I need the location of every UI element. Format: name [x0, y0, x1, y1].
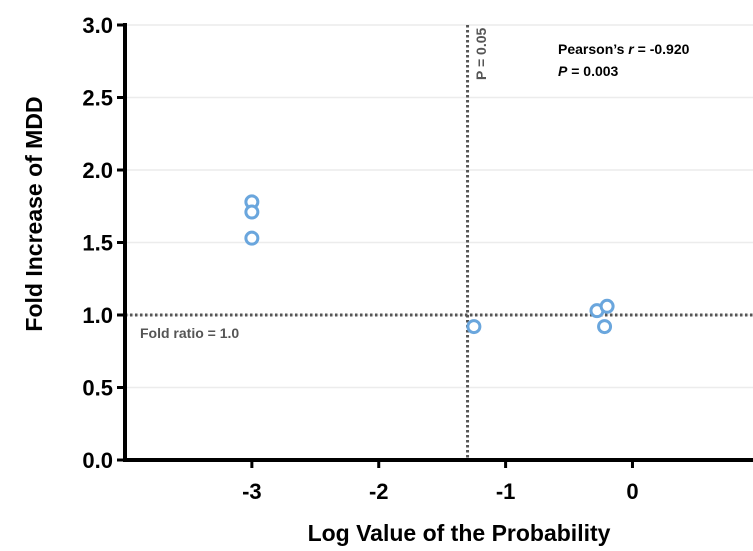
data-points	[244, 194, 615, 335]
x-tick-label: 0	[626, 479, 638, 504]
y-tick-label: 0.0	[82, 448, 113, 473]
y-axis-title: Fold Increase of MDD	[21, 96, 47, 331]
data-point	[597, 319, 613, 335]
p-threshold-label: P = 0.05	[473, 27, 489, 80]
pearson-annotation: Pearson’s r = -0.920	[558, 41, 690, 57]
reference-lines	[125, 25, 753, 460]
tick-labels: 0.0 0.5 1.0 1.5 2.0 2.5 3.0 -3 -2 -1 0	[82, 13, 638, 504]
x-axis-title: Log Value of the Probability	[308, 520, 611, 546]
y-tick-label: 1.5	[82, 231, 113, 256]
x-tick-label: -3	[242, 479, 262, 504]
axes	[117, 23, 753, 468]
pearson-prefix: Pearson’s	[558, 41, 628, 57]
data-point	[244, 204, 260, 220]
y-tick-label: 2.0	[82, 158, 113, 183]
data-point	[599, 298, 615, 314]
x-tick-label: -1	[496, 479, 516, 504]
p-symbol: P	[558, 63, 568, 79]
pearson-symbol: r	[628, 41, 635, 57]
fold-ratio-label: Fold ratio = 1.0	[140, 325, 239, 341]
y-tick-label: 3.0	[82, 13, 113, 38]
x-tick-label: -2	[369, 479, 389, 504]
pearson-value: = -0.920	[634, 41, 690, 57]
data-point	[244, 230, 260, 246]
data-point	[466, 319, 482, 335]
p-value-annotation: P = 0.003	[558, 63, 619, 79]
y-tick-label: 2.5	[82, 86, 113, 111]
p-value: = 0.003	[567, 63, 618, 79]
y-tick-label: 0.5	[82, 376, 113, 401]
grid-layer	[125, 24, 753, 389]
y-tick-label: 1.0	[82, 303, 113, 328]
